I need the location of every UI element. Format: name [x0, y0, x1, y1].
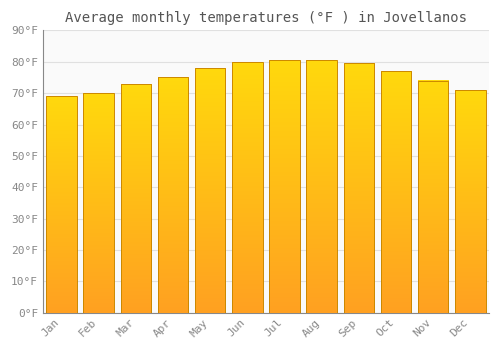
Bar — [455, 90, 486, 313]
Bar — [195, 68, 226, 313]
Bar — [270, 60, 300, 313]
Bar — [158, 77, 188, 313]
Bar — [84, 93, 114, 313]
Bar — [232, 62, 262, 313]
Bar — [46, 96, 77, 313]
Title: Average monthly temperatures (°F ) in Jovellanos: Average monthly temperatures (°F ) in Jo… — [65, 11, 467, 25]
Bar — [344, 63, 374, 313]
Bar — [306, 60, 337, 313]
Bar — [381, 71, 411, 313]
Bar — [418, 80, 448, 313]
Bar — [120, 84, 151, 313]
